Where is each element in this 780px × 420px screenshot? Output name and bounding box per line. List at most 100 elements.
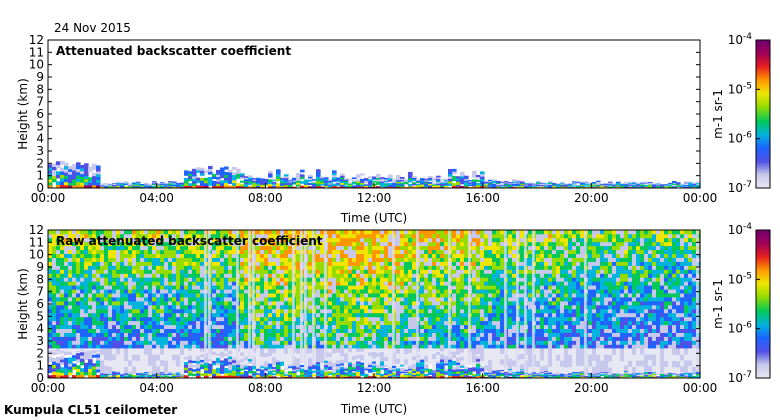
heatmap-cell: [596, 183, 601, 185]
heatmap-cell: [192, 168, 197, 172]
heatmap-cell: [652, 186, 657, 188]
heatmap-cell: [428, 182, 433, 184]
heatmap-cell: [88, 166, 93, 170]
heatmap-cell: [184, 340, 189, 345]
heatmap-cell: [368, 176, 373, 179]
heatmap-cell: [436, 175, 441, 178]
heatmap-cell: [196, 308, 201, 314]
heatmap-cell: [364, 179, 369, 181]
heatmap-cell: [268, 301, 273, 306]
heatmap-cell: [180, 182, 185, 184]
heatmap-cell: [168, 348, 173, 355]
heatmap-cell: [512, 180, 517, 182]
heatmap-cell: [96, 257, 101, 262]
heatmap-cell: [212, 375, 217, 379]
heatmap-cell: [232, 172, 237, 176]
heatmap-cell: [240, 336, 245, 341]
heatmap-cell: [116, 354, 121, 361]
heatmap-cell: [392, 184, 397, 187]
heatmap-cell: [480, 178, 485, 182]
heatmap-cell: [232, 293, 237, 298]
heatmap-cell: [136, 184, 141, 186]
heatmap-cell: [560, 184, 565, 186]
heatmap-cell: [196, 312, 201, 318]
heatmap-cell: [556, 185, 561, 187]
heatmap-cell: [372, 241, 377, 247]
heatmap-cell: [396, 370, 401, 373]
heatmap-cell: [136, 289, 141, 294]
heatmap-cell: [652, 186, 657, 188]
heatmap-cell: [240, 366, 245, 369]
heatmap-cell: [136, 336, 141, 341]
heatmap-cell: [68, 305, 73, 310]
heatmap-cell: [48, 367, 53, 371]
heatmap-cell: [280, 277, 285, 282]
heatmap-cell: [280, 185, 285, 188]
heatmap-cell: [152, 354, 157, 361]
heatmap-cell: [124, 297, 129, 302]
heatmap-cell: [168, 365, 173, 372]
heatmap-cell: [260, 348, 265, 353]
heatmap-cell: [588, 185, 593, 187]
heatmap-cell: [284, 182, 289, 185]
heatmap-cell: [216, 241, 221, 247]
heatmap-cell: [76, 233, 81, 239]
heatmap-cell: [132, 249, 137, 254]
heatmap-cell: [220, 172, 225, 176]
heatmap-cell: [216, 257, 221, 262]
heatmap-cell: [360, 182, 365, 185]
heatmap-cell: [220, 375, 225, 379]
heatmap-cell: [204, 359, 209, 363]
heatmap-cell: [344, 332, 349, 337]
heatmap-cell: [456, 178, 461, 181]
heatmap-cell: [368, 364, 373, 367]
heatmap-cell: [284, 344, 289, 349]
heatmap-cell: [276, 185, 281, 189]
heatmap-cell: [344, 289, 349, 294]
heatmap-cell: [72, 348, 77, 351]
heatmap-cell: [88, 169, 93, 173]
heatmap-cell: [464, 181, 469, 184]
heatmap-cell: [276, 336, 281, 341]
heatmap-cell: [56, 257, 61, 262]
heatmap-cell: [72, 281, 77, 286]
heatmap-cell: [404, 293, 409, 298]
heatmap-cell: [256, 273, 261, 278]
heatmap-cell: [188, 370, 193, 374]
heatmap-cell: [168, 316, 173, 322]
heatmap-cell: [184, 180, 189, 184]
heatmap-cell: [184, 230, 189, 235]
heatmap-cell: [72, 237, 77, 243]
heatmap-cell: [320, 362, 325, 368]
heatmap-cell: [348, 348, 353, 353]
heatmap-cell: [284, 233, 289, 239]
heatmap-cell: [192, 308, 197, 314]
heatmap-cell: [156, 374, 161, 376]
heatmap-cell: [236, 183, 241, 186]
heatmap-cell: [404, 230, 409, 235]
x-tick-label: 08:00: [248, 191, 283, 205]
heatmap-cell: [344, 257, 349, 262]
heatmap-cell: [164, 308, 169, 314]
heatmap-cell: [88, 245, 93, 251]
heatmap-cell: [268, 340, 273, 345]
heatmap-cell: [100, 261, 105, 266]
heatmap-cell: [68, 177, 73, 181]
heatmap-cell: [88, 349, 93, 351]
heatmap-cell: [60, 174, 65, 179]
heatmap-cell: [212, 241, 217, 247]
heatmap-cell: [408, 245, 413, 251]
heatmap-cell: [172, 348, 177, 355]
heatmap-cell: [108, 344, 113, 349]
heatmap-cell: [88, 185, 93, 189]
heatmap-cell: [200, 320, 205, 326]
heatmap-cell: [596, 186, 601, 188]
heatmap-cell: [156, 305, 161, 310]
heatmap-cell: [100, 185, 105, 187]
heatmap-cell: [280, 371, 285, 375]
heatmap-cell: [172, 336, 177, 341]
heatmap-cell: [296, 320, 301, 326]
heatmap-cell: [292, 177, 297, 180]
heatmap-cell: [284, 184, 289, 187]
heatmap-cell: [412, 365, 417, 368]
